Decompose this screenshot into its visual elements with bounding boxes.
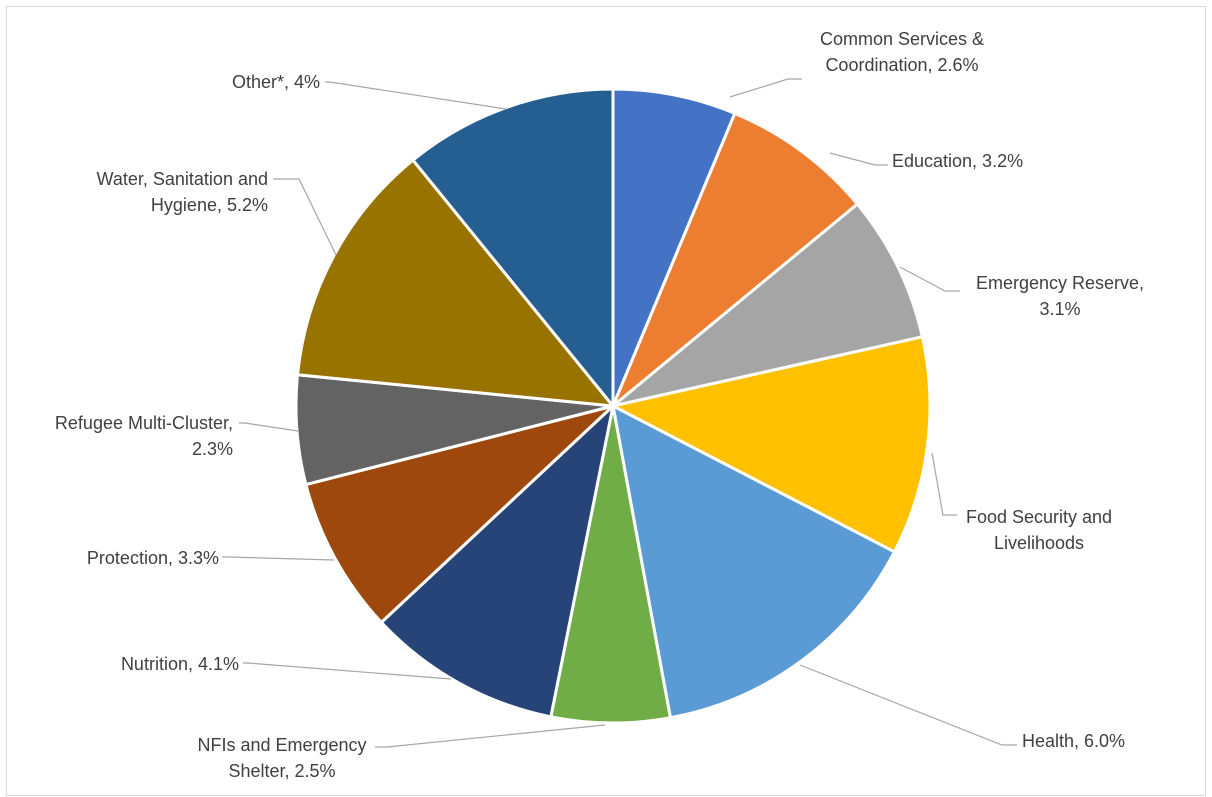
data-label-emergency-reserve: Emergency Reserve, 3.1% bbox=[976, 273, 1144, 319]
data-label-line: Shelter, 2.5% bbox=[228, 761, 335, 781]
data-label-line: Water, Sanitation and bbox=[97, 169, 268, 189]
data-label-water-sanitation-and-hygiene: Water, Sanitation and Hygiene, 5.2% bbox=[97, 169, 268, 215]
chart-frame: Common Services & Coordination, 2.6% Educa… bbox=[6, 6, 1206, 796]
pie-slice-education bbox=[611, 111, 860, 408]
data-label-protection: Protection, 3.3% bbox=[87, 548, 219, 568]
pie-slice-health bbox=[610, 403, 897, 720]
leader-line-other bbox=[325, 81, 507, 110]
data-label-nutrition: Nutrition, 4.1% bbox=[121, 654, 239, 674]
data-label-line: 3.1% bbox=[1039, 299, 1080, 319]
data-label-line: Food Security and bbox=[966, 507, 1112, 527]
pie-chart: Common Services & Coordination, 2.6% Educa… bbox=[55, 29, 1144, 781]
leader-line-common-services-coordination bbox=[729, 78, 802, 98]
data-label-common-services-coordination: Common Services & Coordination, 2.6% bbox=[820, 29, 984, 75]
data-label-line: Hygiene, 5.2% bbox=[151, 195, 268, 215]
leader-line-nutrition bbox=[243, 662, 452, 680]
data-label-health: Health, 6.0% bbox=[1022, 731, 1125, 751]
leader-line-food-security-and-livelihoods bbox=[931, 452, 957, 516]
data-label-food-security-and-livelihoods: Food Security and Livelihoods bbox=[966, 507, 1112, 553]
pie-slice-water-sanitation-and-hygiene bbox=[295, 157, 617, 408]
pie-slice-protection bbox=[304, 404, 615, 625]
data-label-line: Livelihoods bbox=[994, 533, 1084, 553]
leader-line-health bbox=[799, 664, 1017, 746]
leader-line-nfis-and-emergency-shelter bbox=[375, 724, 606, 748]
data-label-line: Common Services & bbox=[820, 29, 984, 49]
data-label-line: 2.3% bbox=[192, 439, 233, 459]
leader-line-protection bbox=[222, 556, 335, 561]
data-label-line: Education, 3.2% bbox=[892, 151, 1023, 171]
pie-slice-common-services-coordination bbox=[611, 87, 737, 407]
data-label-line: Coordination, 2.6% bbox=[825, 55, 978, 75]
pie-slice-nfis-and-emergency-shelter bbox=[549, 405, 673, 725]
data-label-refugee-multi-cluster: Refugee Multi-Cluster, 2.3% bbox=[55, 413, 233, 459]
data-label-other: Other*, 4% bbox=[232, 72, 320, 92]
data-label-line: Other*, 4% bbox=[232, 72, 320, 92]
data-label-line: Nutrition, 4.1% bbox=[121, 654, 239, 674]
leader-line-water-sanitation-and-hygiene bbox=[273, 178, 337, 256]
data-label-line: Refugee Multi-Cluster, bbox=[55, 413, 233, 433]
data-label-line: Health, 6.0% bbox=[1022, 731, 1125, 751]
data-label-line: NFIs and Emergency bbox=[197, 735, 366, 755]
pie-slice-other bbox=[410, 87, 615, 411]
data-label-line: Protection, 3.3% bbox=[87, 548, 219, 568]
data-label-education: Education, 3.2% bbox=[892, 151, 1023, 171]
leader-line-emergency-reserve bbox=[899, 266, 960, 292]
pie-slice-emergency-reserve bbox=[612, 201, 925, 408]
leader-line-refugee-multi-cluster bbox=[239, 422, 299, 432]
pie-slice-nutrition bbox=[379, 401, 616, 719]
data-label-nfis-and-emergency-shelter: NFIs and Emergency Shelter, 2.5% bbox=[197, 735, 366, 781]
pie-slice-food-security-and-livelihoods bbox=[608, 335, 932, 554]
data-label-line: Emergency Reserve, bbox=[976, 273, 1144, 293]
leader-line-education bbox=[829, 152, 888, 166]
